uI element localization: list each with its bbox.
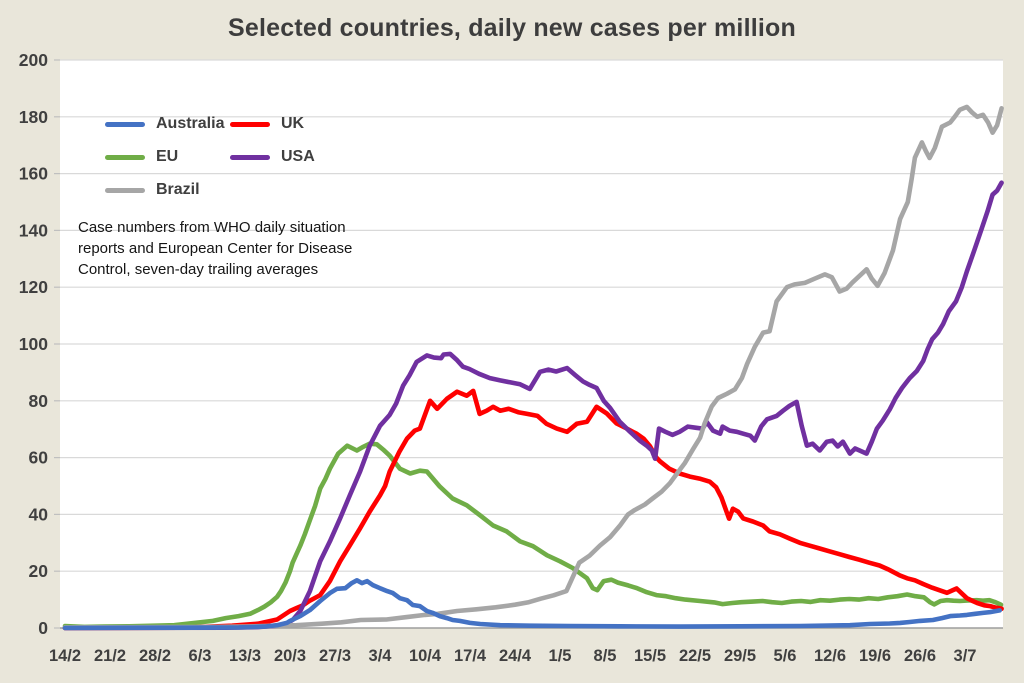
x-axis-label: 20/3 <box>274 647 306 665</box>
x-axis-label: 13/3 <box>229 647 261 665</box>
x-axis-label: 3/4 <box>369 647 393 665</box>
series-line-brazil <box>62 104 1004 630</box>
legend-item-australia: Australia <box>105 115 225 132</box>
y-axis-label: 60 <box>29 448 49 468</box>
annotation-line: Case numbers from WHO daily situation <box>78 219 346 236</box>
y-axis-label: 200 <box>19 50 48 70</box>
usa-line-swatch <box>230 154 270 160</box>
series-line-eu <box>62 441 1004 630</box>
legend-label: UK <box>281 115 305 132</box>
legend-item-usa: USA <box>230 148 315 165</box>
annotation-line: Control, seven-day trailing averages <box>78 261 319 278</box>
x-axis-label: 3/7 <box>954 647 977 665</box>
australia-line-swatch <box>105 121 145 127</box>
x-axis-label: 12/6 <box>814 647 846 665</box>
y-axis-label: 140 <box>19 220 48 240</box>
x-axis-label: 10/4 <box>409 647 442 665</box>
y-axis-label: 180 <box>19 107 48 127</box>
x-axis-label: 28/2 <box>139 647 171 665</box>
x-axis-label: 22/5 <box>679 647 711 665</box>
x-axis-label: 19/6 <box>859 647 891 665</box>
x-axis-label: 15/5 <box>634 647 666 665</box>
x-axis-label: 1/5 <box>549 647 572 665</box>
x-axis-label: 27/3 <box>319 647 351 665</box>
brazil-line-swatch <box>105 187 145 193</box>
uk-line-swatch <box>230 121 270 127</box>
x-axis-label: 21/2 <box>94 647 126 665</box>
x-axis-label: 29/5 <box>724 647 756 665</box>
y-axis-label: 0 <box>38 618 48 638</box>
y-axis-label: 120 <box>19 277 48 297</box>
legend-item-uk: UK <box>230 115 305 132</box>
x-axis-label: 14/2 <box>49 647 81 665</box>
series-line-uk <box>62 388 1004 631</box>
legend-label: EU <box>156 148 179 165</box>
source-annotation: Case numbers from WHO daily situation re… <box>78 217 378 280</box>
y-axis-label: 40 <box>29 504 49 524</box>
x-axis-label: 6/3 <box>189 647 212 665</box>
legend-item-brazil: Brazil <box>105 181 200 198</box>
y-axis-label: 80 <box>29 391 49 411</box>
page-title: Selected countries, daily new cases per … <box>228 14 796 42</box>
y-axis-label: 100 <box>19 334 48 354</box>
legend-label: Australia <box>156 115 225 132</box>
x-axis-label: 24/4 <box>499 647 532 665</box>
legend-item-eu: EU <box>105 148 179 165</box>
series-line-usa <box>62 180 1004 631</box>
legend-label: Brazil <box>156 181 200 198</box>
y-axis-label: 160 <box>19 164 48 184</box>
legend-label: USA <box>281 148 315 165</box>
annotation-line: reports and European Center for Disease <box>78 240 353 257</box>
x-axis-label: 8/5 <box>594 647 617 665</box>
x-axis-label: 26/6 <box>904 647 936 665</box>
eu-line-swatch <box>105 154 145 160</box>
y-axis-label: 20 <box>29 561 49 581</box>
x-axis-label: 5/6 <box>774 647 797 665</box>
series-line-australia <box>62 577 1003 631</box>
x-axis-label: 17/4 <box>454 647 487 665</box>
